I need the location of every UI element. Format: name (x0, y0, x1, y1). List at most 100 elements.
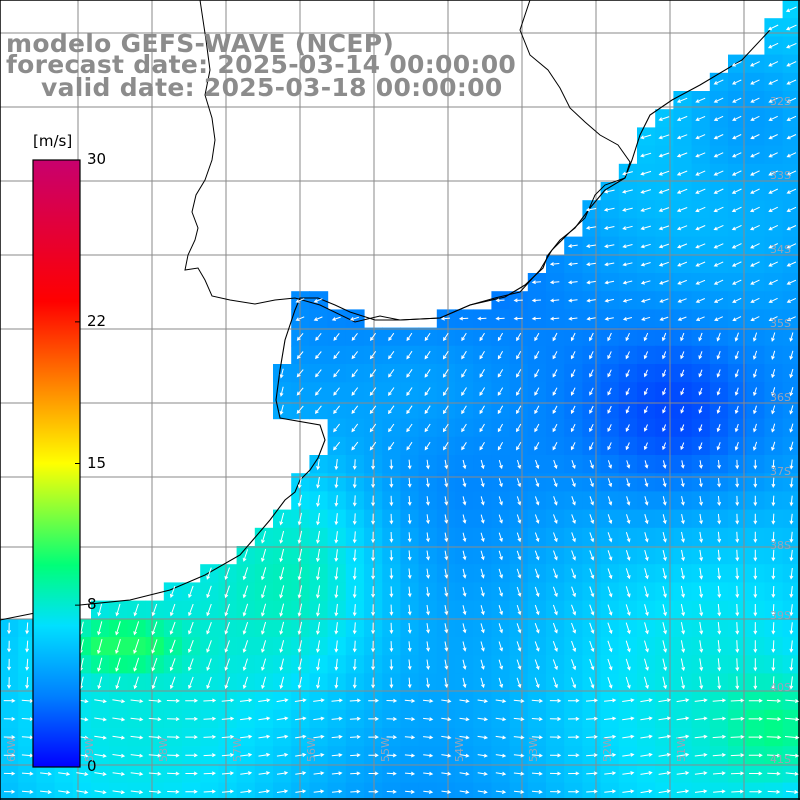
wind-arrow (479, 350, 485, 360)
wind-arrow (698, 406, 703, 414)
wind-arrow (785, 6, 797, 13)
wind-arrow (480, 496, 485, 506)
wind-arrow (369, 387, 377, 396)
wind-arrow (407, 659, 412, 671)
wind-arrow (534, 623, 540, 634)
forecast-date: forecast date: 2025-03-14 00:00:00 (6, 50, 517, 79)
wind-arrow (731, 243, 742, 249)
wind-arrow (531, 771, 543, 776)
wind-arrow (695, 134, 706, 140)
wind-arrow (3, 735, 16, 740)
wind-arrow (405, 789, 415, 794)
wind-arrow (789, 368, 794, 379)
wind-arrow (352, 459, 357, 470)
wind-arrow (315, 351, 322, 360)
wind-arrow (568, 789, 580, 794)
wind-arrow (368, 698, 380, 703)
latitude-label: 38S (770, 539, 791, 552)
wind-arrow (462, 568, 467, 579)
wind-arrow (167, 771, 180, 776)
wind-arrow (352, 604, 357, 617)
wind-arrow (768, 297, 778, 303)
wind-arrow (643, 424, 648, 432)
wind-arrow (607, 550, 613, 561)
wind-arrow (735, 477, 740, 488)
wind-arrow (333, 387, 340, 396)
wind-arrow (713, 115, 724, 121)
wind-arrow (771, 658, 776, 672)
wind-arrow (295, 789, 307, 794)
wind-arrow (662, 549, 667, 562)
wind-arrow (477, 735, 489, 740)
wind-arrow (516, 405, 522, 415)
wind-arrow (224, 585, 230, 599)
wind-arrow (242, 621, 249, 635)
wind-arrow (242, 676, 248, 690)
coastline (0, 29, 771, 621)
wind-arrow (658, 771, 672, 775)
wind-arrow (771, 585, 776, 599)
wind-arrow (625, 568, 631, 580)
wind-arrow (368, 753, 379, 758)
wind-arrow (549, 735, 562, 740)
wind-arrow (534, 532, 540, 543)
wind-arrow (549, 262, 560, 267)
wind-arrow (388, 332, 395, 342)
wind-arrow (534, 405, 540, 415)
wind-arrow (148, 717, 162, 722)
wind-arrow (717, 603, 722, 617)
wind-arrow (313, 698, 325, 703)
wind-arrow (749, 789, 763, 794)
wind-arrow (586, 280, 596, 285)
wind-arrow (462, 605, 467, 616)
wind-arrow (567, 753, 580, 758)
wind-arrow (369, 332, 377, 342)
wind-arrow (315, 549, 320, 563)
wind-arrow (571, 622, 577, 634)
wind-arrow (699, 496, 703, 506)
wind-arrow (750, 115, 760, 121)
wind-arrow (625, 604, 631, 617)
wind-arrow (789, 513, 794, 525)
wind-arrow (789, 549, 794, 562)
wind-arrow (371, 567, 376, 580)
wind-arrow (732, 97, 742, 103)
wind-arrow (771, 441, 776, 451)
wind-arrow (753, 658, 758, 672)
wind-arrow (549, 771, 562, 776)
wind-arrow (516, 478, 522, 488)
wind-arrow (221, 771, 235, 776)
wind-arrow (603, 189, 615, 194)
wind-arrow (314, 405, 322, 415)
wind-arrow (677, 243, 688, 249)
wind-arrow (589, 478, 594, 488)
wind-arrow (352, 477, 357, 489)
wind-arrow (333, 405, 340, 415)
wind-arrow (586, 771, 598, 776)
wind-arrow (388, 369, 395, 378)
wind-arrow (716, 351, 721, 360)
wind-arrow (240, 771, 253, 776)
wind-arrow (571, 550, 576, 561)
wind-arrow (735, 585, 740, 599)
wind-arrow (680, 496, 685, 506)
wind-arrow (389, 513, 394, 525)
wind-arrow (516, 369, 522, 378)
wind-arrow (735, 531, 740, 544)
wind-arrow (296, 405, 304, 414)
wind-arrow (459, 753, 470, 758)
wind-arrow (513, 717, 525, 722)
wind-arrow (480, 514, 485, 524)
wind-arrow (731, 79, 742, 85)
wind-arrow (571, 586, 576, 598)
wind-arrow (497, 441, 504, 451)
wind-arrow (185, 735, 198, 740)
wind-arrow (440, 316, 451, 321)
wind-arrow (295, 298, 305, 303)
wind-arrow (498, 568, 503, 579)
wind-arrow (404, 753, 416, 758)
wind-arrow (699, 640, 704, 653)
wind-arrow (680, 387, 685, 396)
wind-arrow (513, 771, 525, 776)
